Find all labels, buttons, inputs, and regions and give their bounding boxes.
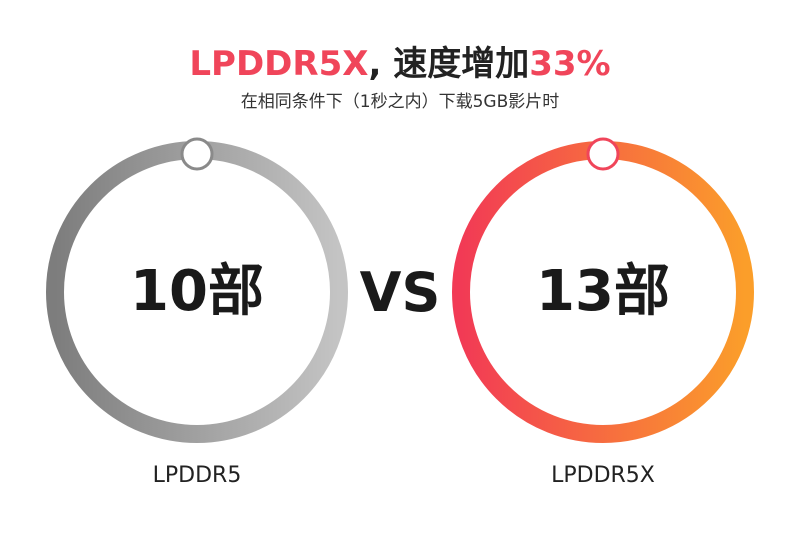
- left-caption: LPDDR5: [152, 463, 242, 488]
- headline-percent: 33%: [529, 44, 611, 84]
- headline-product: LPDDR5X: [189, 44, 369, 84]
- left-ring-knob: [180, 137, 214, 171]
- headline-speed-text: , 速度增加: [368, 44, 530, 84]
- right-ring-knob: [586, 137, 620, 171]
- vs-label: VS: [360, 261, 441, 324]
- right-caption: LPDDR5X: [551, 463, 655, 488]
- left-value: 10部: [130, 259, 264, 324]
- headline: LPDDR5X, 速度增加33%: [0, 44, 800, 84]
- right-value: 13部: [536, 259, 670, 324]
- subtitle: 在相同条件下（1秒之内）下载5GB影片时: [240, 92, 560, 112]
